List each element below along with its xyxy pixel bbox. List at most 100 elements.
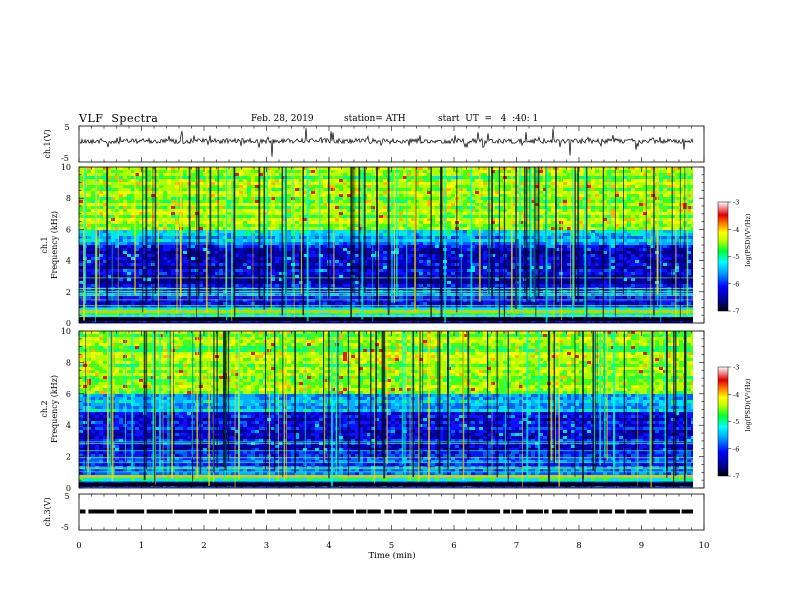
spectrogram-cell bbox=[303, 197, 307, 200]
spectrogram-cell bbox=[107, 239, 111, 242]
spectrogram-cell bbox=[227, 191, 231, 194]
spectrogram-cell bbox=[511, 203, 515, 206]
spectrogram-cell bbox=[255, 170, 259, 173]
spectrogram-cell bbox=[447, 230, 451, 233]
spectrogram-cell bbox=[515, 212, 519, 215]
spectrogram-cell bbox=[407, 224, 411, 227]
spectrogram-cell bbox=[399, 221, 403, 224]
spectrogram-cell bbox=[547, 227, 551, 230]
spectrogram-cell bbox=[587, 179, 591, 182]
spectrogram-cell bbox=[359, 197, 363, 200]
spectrogram-cell bbox=[343, 254, 347, 257]
spectrogram-cell bbox=[551, 242, 555, 245]
spectrogram-cell bbox=[203, 191, 207, 194]
spectrogram-cell bbox=[167, 212, 171, 215]
spectrogram-cell bbox=[483, 239, 487, 242]
spectrogram-cell bbox=[195, 194, 199, 197]
spectrogram-cell bbox=[255, 215, 259, 218]
spectrogram-cell bbox=[639, 221, 643, 224]
spectrogram-cell bbox=[495, 224, 499, 227]
spectrogram-cell bbox=[87, 227, 91, 230]
spectrogram-cell bbox=[463, 233, 467, 236]
spectrogram-cell bbox=[383, 251, 387, 254]
spectrogram-cell bbox=[111, 218, 115, 221]
spectrogram-cell bbox=[171, 188, 175, 191]
spectrogram-cell bbox=[303, 221, 307, 224]
spectrogram-cell bbox=[199, 167, 203, 170]
spectrogram-cell bbox=[403, 173, 407, 176]
spectrogram-cell bbox=[367, 194, 371, 197]
spectrogram-cell bbox=[543, 224, 547, 227]
spectrogram-cell bbox=[663, 224, 667, 227]
spectrogram-cell bbox=[435, 170, 439, 173]
spectrogram-cell bbox=[475, 212, 479, 215]
spectrogram-cell bbox=[235, 263, 239, 266]
spectrogram-cell bbox=[79, 179, 83, 182]
spectrogram-cell bbox=[191, 239, 195, 242]
spectrogram-cell bbox=[207, 194, 211, 197]
spectrogram-cell bbox=[543, 194, 547, 197]
spectrogram-cell bbox=[123, 179, 127, 182]
spectrogram-cell bbox=[399, 239, 403, 242]
spectrogram-cell bbox=[183, 182, 187, 185]
spectrogram-cell bbox=[199, 227, 203, 230]
spectrogram-cell bbox=[147, 185, 151, 188]
spectrogram-cell bbox=[215, 167, 219, 170]
spectrogram-cell bbox=[407, 197, 411, 200]
spectrogram-cell bbox=[623, 230, 627, 233]
spectrogram-cell bbox=[223, 224, 227, 227]
spectrogram-cell bbox=[203, 233, 207, 236]
spectrogram-cell bbox=[607, 227, 611, 230]
spectrogram-cell bbox=[135, 263, 139, 266]
spectrogram-cell bbox=[563, 254, 567, 257]
spectrogram-cell bbox=[447, 170, 451, 173]
spectrogram-cell bbox=[147, 221, 151, 224]
spectrogram-cell bbox=[167, 215, 171, 218]
spectrogram-cell bbox=[307, 224, 311, 227]
spectrogram-cell bbox=[107, 206, 111, 209]
spectrogram-cell bbox=[127, 212, 131, 215]
spectrogram-cell bbox=[131, 203, 135, 206]
spectrogram-cell bbox=[515, 179, 519, 182]
spectrogram-cell bbox=[651, 197, 655, 200]
spectrogram-cell bbox=[415, 203, 419, 206]
spectrogram-cell bbox=[463, 224, 467, 227]
spectrogram-cell bbox=[611, 257, 615, 260]
spectrogram-cell bbox=[287, 185, 291, 188]
spectrogram-cell bbox=[259, 179, 263, 182]
spectrogram-cell bbox=[403, 206, 407, 209]
spectrogram-cell bbox=[247, 218, 251, 221]
spectrogram-cell bbox=[531, 203, 535, 206]
spectrogram-cell bbox=[563, 242, 567, 245]
spectrogram-cell bbox=[147, 242, 151, 245]
spectrogram-cell bbox=[143, 182, 147, 185]
spectrogram-cell bbox=[643, 206, 647, 209]
spectrogram-cell bbox=[527, 212, 531, 215]
spectrogram-cell bbox=[247, 260, 251, 263]
spectrogram-cell bbox=[219, 176, 223, 179]
spectrogram-cell bbox=[679, 191, 683, 194]
spectrogram-cell bbox=[475, 209, 479, 212]
spectrogram-cell bbox=[415, 221, 419, 224]
spectrogram-cell bbox=[87, 170, 91, 173]
spectrogram-cell bbox=[115, 179, 119, 182]
spectrogram-cell bbox=[171, 212, 175, 215]
spectrogram-cell bbox=[219, 206, 223, 209]
spectrogram-cell bbox=[663, 176, 667, 179]
spectrogram-cell bbox=[155, 251, 159, 254]
spectrogram-cell bbox=[579, 230, 583, 233]
spectrogram-cell bbox=[139, 194, 143, 197]
spectrogram-cell bbox=[631, 251, 635, 254]
spectrogram-cell bbox=[607, 188, 611, 191]
spectrogram-cell bbox=[575, 170, 579, 173]
spectrogram-cell bbox=[623, 260, 627, 263]
spectrogram-cell bbox=[123, 194, 127, 197]
spectrogram-cell bbox=[527, 176, 531, 179]
spectrogram-cell bbox=[451, 227, 455, 230]
spectrogram-cell bbox=[207, 206, 211, 209]
spectrogram-cell bbox=[99, 239, 103, 242]
spectrogram-cell bbox=[535, 260, 539, 263]
spectrogram-cell bbox=[315, 200, 319, 203]
spectrogram-cell bbox=[195, 200, 199, 203]
spectrogram-cell bbox=[239, 212, 243, 215]
